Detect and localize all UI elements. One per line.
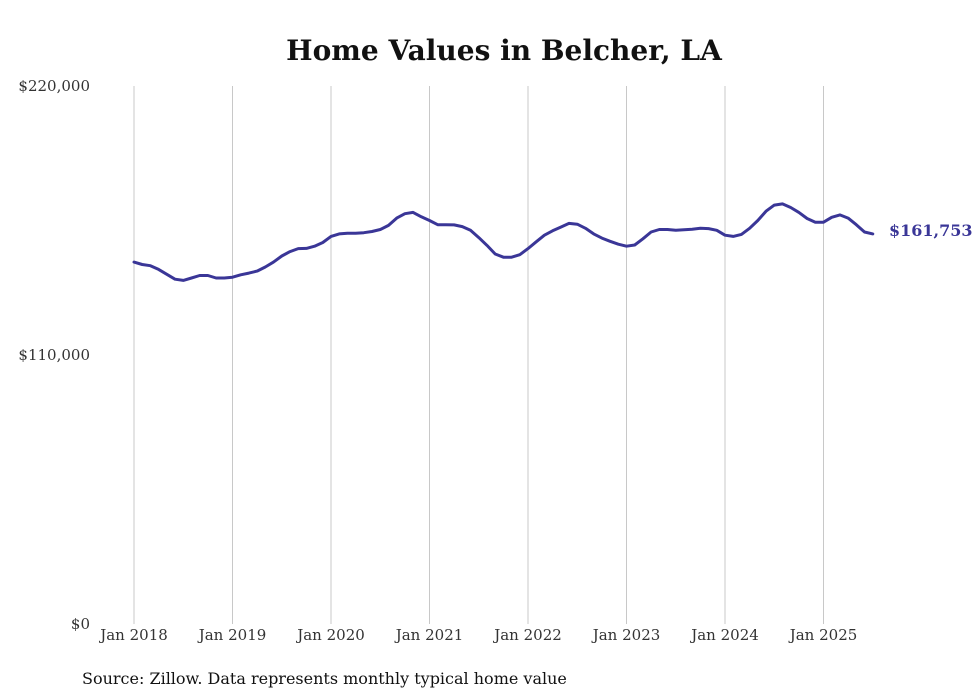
source-note: Source: Zillow. Data represents monthly … [82,669,567,688]
x-tick-label: Jan 2019 [197,626,267,644]
x-tick-label: Jan 2018 [98,626,168,644]
x-gridlines [133,86,824,624]
x-axis-ticks: Jan 2018 Jan 2019 Jan 2020 Jan 2021 Jan 2022… [98,626,857,644]
chart-title: Home Values in Belcher, LA [286,34,723,67]
x-tick-label: Jan 2022 [492,626,562,644]
x-tick-label: Jan 2024 [689,626,759,644]
x-tick-label: Jan 2023 [591,626,661,644]
y-axis-ticks: $0 $110,000 $220,000 [18,77,90,633]
y-tick-label: $0 [71,615,90,633]
last-value-label: $161,753 [889,221,973,240]
y-tick-label: $110,000 [18,346,90,364]
home-value-series-line [132,202,875,282]
y-tick-label: $220,000 [18,77,90,95]
x-tick-label: Jan 2025 [788,626,858,644]
x-tick-label: Jan 2020 [295,626,365,644]
x-tick-label: Jan 2021 [394,626,464,644]
